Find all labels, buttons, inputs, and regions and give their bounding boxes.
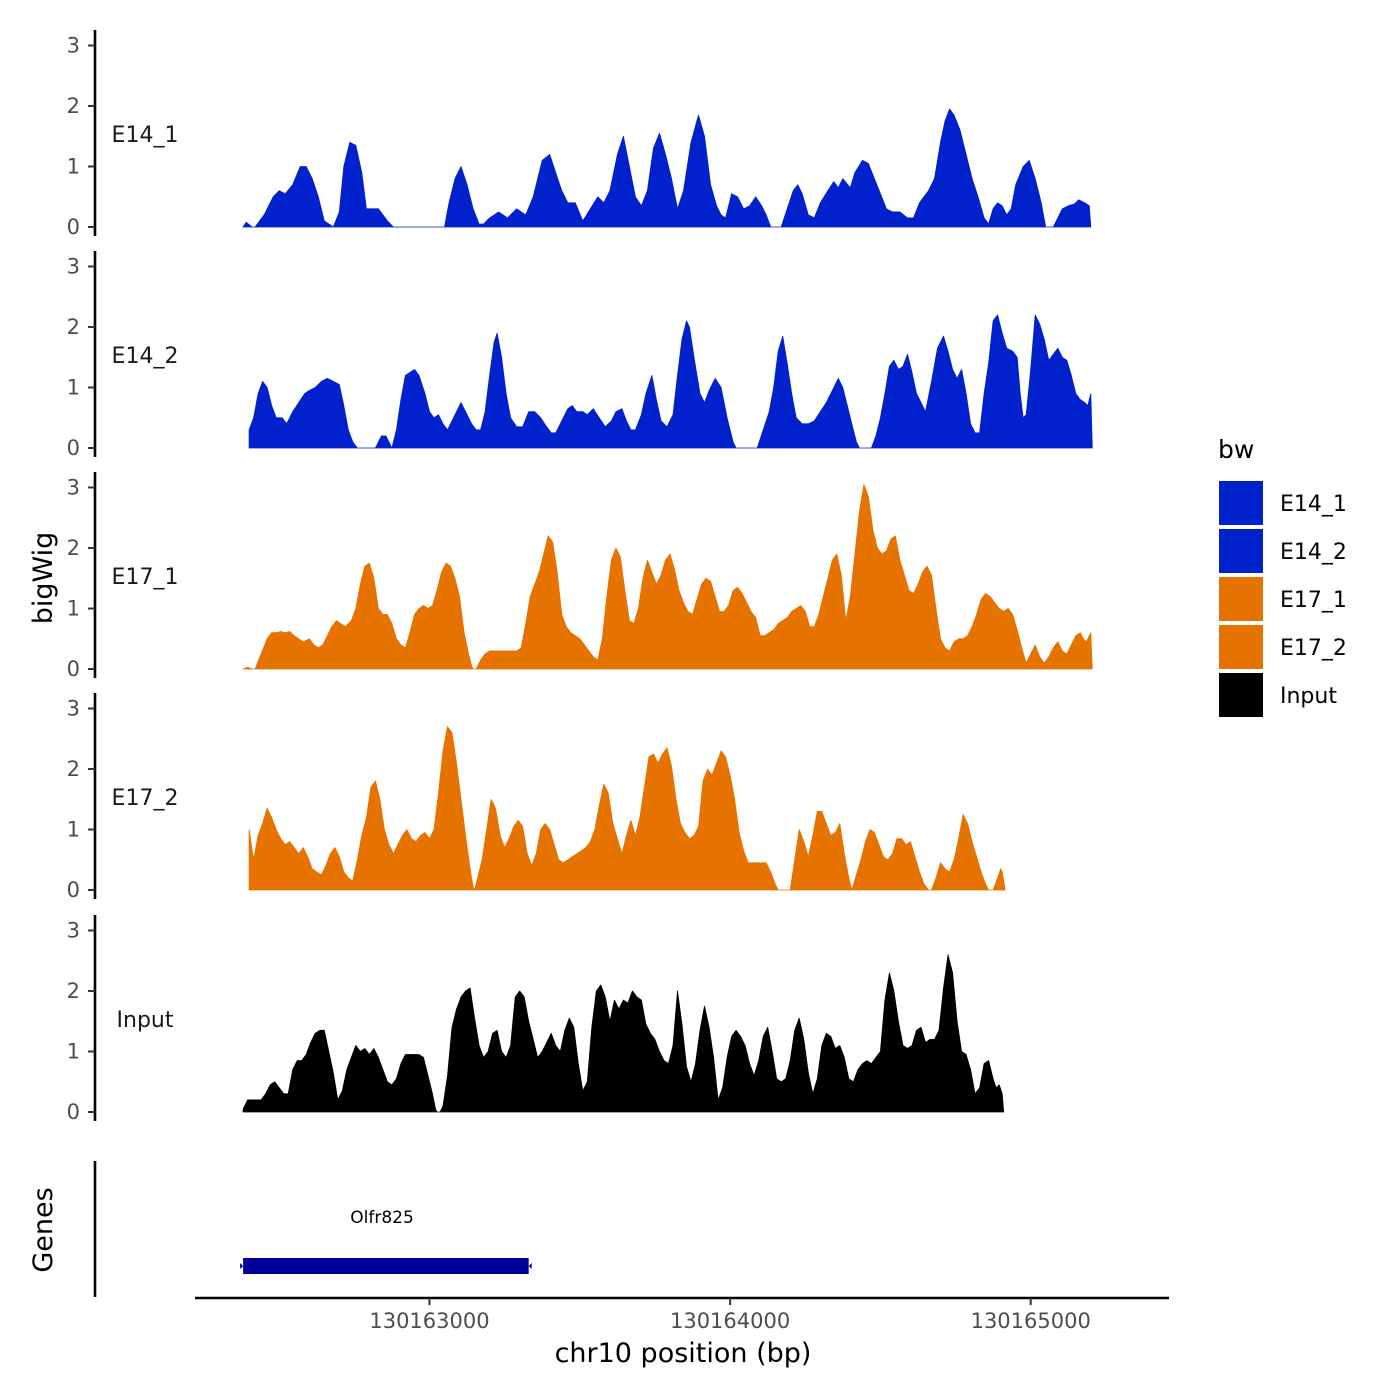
- y-tick-label: 1: [67, 597, 80, 621]
- y-tick-label: 1: [67, 1040, 80, 1064]
- y-tick-label: 0: [67, 878, 80, 902]
- y-tick-label: 2: [67, 757, 80, 781]
- track-label: E14_2: [112, 344, 179, 369]
- track-label: E14_1: [112, 123, 179, 148]
- gene-bar-cap-right: [528, 1263, 532, 1269]
- y-tick-label: 0: [67, 657, 80, 681]
- track-e17-1: 0 1 2 3 E17_1: [67, 472, 1093, 681]
- legend: E14_1 E14_2 E17_1 E17_2 Input: [1217, 479, 1347, 719]
- track-e17-2: 0 1 2 3 E17_2: [67, 693, 1006, 902]
- gene-bar-cap-left: [240, 1263, 244, 1269]
- x-tick-label: 130163000: [369, 1309, 489, 1333]
- series-area-input: [242, 954, 1005, 1113]
- track-label: E17_2: [112, 786, 179, 811]
- x-axis-title: chr10 position (bp): [555, 1338, 812, 1369]
- y-tick-label: 0: [67, 215, 80, 239]
- legend-swatch: [1217, 671, 1265, 719]
- y-tick-label: 3: [67, 919, 80, 943]
- series-area-e17-2: [248, 726, 1006, 891]
- gene-bar: [243, 1258, 529, 1274]
- track-e14-2: 0 1 2 3 E14_2: [67, 251, 1093, 460]
- y-tick-label: 2: [67, 979, 80, 1003]
- x-tick-label: 130165000: [971, 1309, 1091, 1333]
- legend-label: E17_1: [1280, 588, 1347, 613]
- legend-label: E17_2: [1280, 636, 1347, 661]
- x-tick-label: 130164000: [670, 1309, 790, 1333]
- y-tick-label: 1: [67, 376, 80, 400]
- legend-label: E14_2: [1280, 540, 1347, 565]
- y-tick-label: 1: [67, 818, 80, 842]
- y-tick-label: 2: [67, 94, 80, 118]
- y-tick-label: 1: [67, 155, 80, 179]
- y-tick-label: 2: [67, 536, 80, 560]
- y-tick-label: 3: [67, 255, 80, 279]
- y-tick-label: 3: [67, 697, 80, 721]
- legend-swatch: [1217, 575, 1265, 623]
- series-area-e17-1: [242, 484, 1093, 670]
- series-area-e14-1: [242, 108, 1092, 228]
- series-area-e14-2: [248, 314, 1093, 449]
- legend-label: Input: [1280, 684, 1337, 709]
- track-e14-1: 0 1 2 3 E14_1: [67, 30, 1092, 239]
- legend-swatch: [1217, 479, 1265, 527]
- gene-label: Olfr825: [350, 1208, 414, 1228]
- legend-title: bw: [1218, 435, 1254, 464]
- y-tick-label: 0: [67, 1100, 80, 1124]
- legend-swatch: [1217, 623, 1265, 671]
- track-input: 0 1 2 3 Input: [67, 915, 1005, 1124]
- genes-axis-title: Genes: [28, 1187, 59, 1272]
- track-label: E17_1: [112, 565, 179, 590]
- plot-layer: 0 1 2 3 E14_1 0 1 2 3 E14_2 0 1 2 3 E17_1 0 1 2 3 E17_2 0 1 2 3…: [67, 30, 1347, 1333]
- legend-label: E14_1: [1280, 492, 1347, 517]
- y-tick-label: 3: [67, 476, 80, 500]
- y-tick-label: 3: [67, 34, 80, 58]
- y-tick-label: 0: [67, 436, 80, 460]
- track-label: Input: [117, 1008, 174, 1033]
- y-axis-title: bigWig: [28, 532, 59, 625]
- y-tick-label: 2: [67, 315, 80, 339]
- legend-swatch: [1217, 527, 1265, 575]
